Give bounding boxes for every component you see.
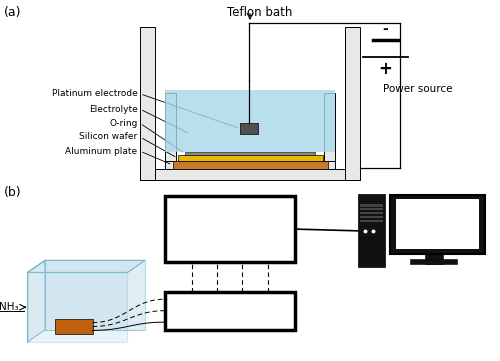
Bar <box>360 216 382 218</box>
Bar <box>165 292 295 330</box>
Bar <box>358 194 385 267</box>
Polygon shape <box>28 260 145 273</box>
Bar <box>410 258 458 264</box>
Bar <box>165 90 335 152</box>
Bar <box>324 93 335 169</box>
Text: (b): (b) <box>4 186 21 199</box>
Bar <box>28 273 128 342</box>
Bar <box>360 212 382 214</box>
Polygon shape <box>28 260 45 342</box>
Bar <box>45 260 145 330</box>
Text: Silicon wafer: Silicon wafer <box>79 132 138 142</box>
Text: NH₃: NH₃ <box>0 302 18 312</box>
Bar <box>165 93 176 169</box>
Bar <box>425 253 442 264</box>
Bar <box>396 199 479 249</box>
Text: Aluminum plate: Aluminum plate <box>66 147 138 156</box>
Text: NI ELVIS II+: NI ELVIS II+ <box>190 223 270 236</box>
Bar <box>140 169 360 180</box>
Text: Agilent E4980A
LCR-meter: Agilent E4980A LCR-meter <box>179 297 281 325</box>
Text: (a): (a) <box>4 6 21 19</box>
Bar <box>172 161 328 169</box>
Text: O-ring: O-ring <box>109 119 138 128</box>
Bar <box>360 220 382 222</box>
Bar <box>178 155 322 161</box>
Text: -: - <box>382 22 388 36</box>
Text: Teflon bath: Teflon bath <box>228 6 292 19</box>
Bar <box>165 196 295 262</box>
Bar <box>345 27 360 180</box>
Bar <box>240 123 258 134</box>
Text: Power source: Power source <box>383 84 452 94</box>
Bar <box>140 27 155 180</box>
Bar <box>55 319 92 334</box>
Text: Platinum electrode: Platinum electrode <box>52 89 138 98</box>
Bar <box>165 161 335 169</box>
Bar <box>360 208 382 210</box>
Text: +: + <box>378 60 392 78</box>
Text: Electrolyte: Electrolyte <box>89 105 138 114</box>
Bar <box>390 195 485 254</box>
Bar <box>360 204 382 206</box>
Bar <box>185 152 315 155</box>
